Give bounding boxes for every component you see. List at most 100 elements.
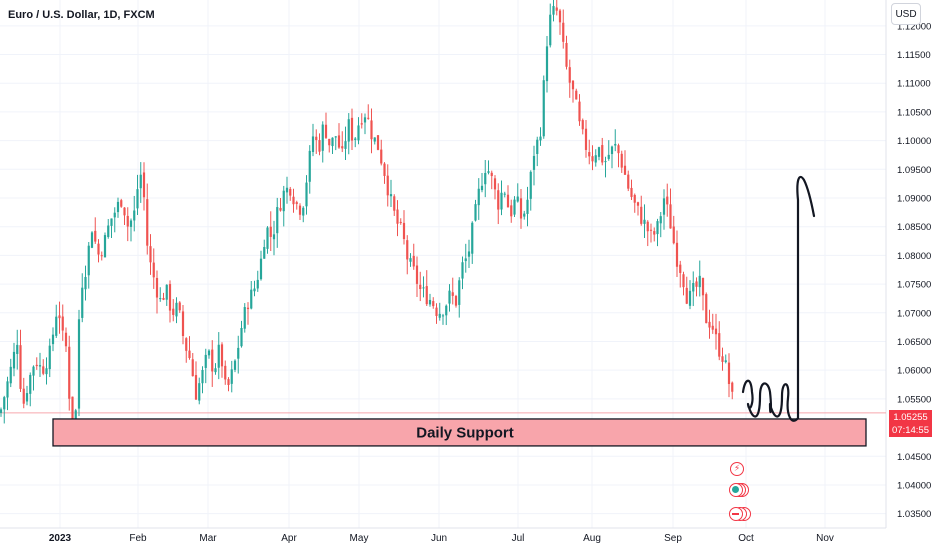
candle-body <box>217 344 220 368</box>
candle-body <box>672 226 675 244</box>
candle-body <box>383 163 386 176</box>
candle-body <box>419 284 422 290</box>
candle-body <box>591 156 594 162</box>
time-axis[interactable]: 2023 Feb Mar Apr May Jun Jul Aug Sep Oct Nov <box>49 533 834 544</box>
candle-body <box>201 369 204 384</box>
candle-body <box>240 327 243 347</box>
candle-body <box>367 117 370 119</box>
daily-support-zone[interactable]: Daily Support <box>52 418 867 447</box>
candle-body <box>471 222 474 254</box>
dividend-event-icon[interactable] <box>729 507 751 523</box>
candle-body <box>711 325 714 330</box>
candle-body <box>636 202 640 206</box>
candle-body <box>272 234 276 240</box>
candle-body <box>643 219 646 224</box>
candle-body <box>653 231 656 235</box>
candle-body <box>6 381 9 398</box>
candle-body <box>445 305 448 316</box>
candle-body <box>565 42 568 67</box>
candle-body <box>604 161 607 163</box>
earnings-event-icon[interactable] <box>729 483 749 499</box>
price-tick-label: 1.11000 <box>897 79 931 90</box>
projected-path-drawing[interactable] <box>741 175 816 422</box>
candle-body <box>545 46 549 82</box>
candle-body <box>422 287 425 289</box>
candle-body <box>16 344 19 354</box>
flash-event-icon[interactable]: ⚡ <box>730 462 744 476</box>
candle-body <box>415 265 419 284</box>
candle-body <box>12 351 16 369</box>
price-tick-label: 1.06500 <box>897 337 931 348</box>
price-tick-label: 1.10500 <box>897 107 931 118</box>
candle-body <box>246 307 250 310</box>
candle-body <box>328 138 331 146</box>
candle-body <box>389 194 393 197</box>
candle-body <box>714 328 718 335</box>
candle-body <box>29 374 32 394</box>
candle-body <box>90 232 94 248</box>
candle-body <box>688 290 692 306</box>
candle-body <box>282 190 285 212</box>
candle-body <box>292 196 295 205</box>
candle-body <box>22 388 25 404</box>
candle-body <box>597 147 601 157</box>
candle-body <box>133 210 136 221</box>
candle-body <box>120 200 123 207</box>
candle-body <box>116 201 120 213</box>
candle-body <box>276 207 279 234</box>
candle-body <box>376 135 380 150</box>
candle-body <box>263 247 266 259</box>
candle-body <box>380 149 383 164</box>
candle-body <box>38 365 42 367</box>
candle-body <box>695 281 698 287</box>
candle-body <box>298 205 302 215</box>
candle-body <box>393 196 396 211</box>
candle-body <box>136 189 139 209</box>
price-axis[interactable]: 1.12000 1.11500 1.11000 1.10500 1.10000 1.095… <box>897 21 931 520</box>
candle-body <box>724 360 727 363</box>
candle-body <box>100 255 103 257</box>
price-tick-label: 1.10000 <box>897 136 931 147</box>
candle-body <box>506 194 510 208</box>
candle-body <box>308 150 311 182</box>
candle-body <box>682 274 685 288</box>
candle-body <box>536 139 539 154</box>
price-tick-label: 1.04000 <box>897 480 931 491</box>
candle-body <box>516 196 519 202</box>
candle-body <box>152 262 155 278</box>
candle-body <box>662 198 666 215</box>
candle-body <box>68 346 71 399</box>
price-tick-label: 1.05500 <box>897 394 931 405</box>
currency-button[interactable]: USD <box>891 3 921 25</box>
candle-body <box>61 316 64 331</box>
candle-body <box>295 202 298 204</box>
candle-body <box>224 365 227 380</box>
candle-body <box>555 7 558 11</box>
price-tick-label: 1.04500 <box>897 452 931 463</box>
candle-body <box>237 347 240 359</box>
candle-body <box>698 275 701 288</box>
time-tick-label: Feb <box>129 533 147 544</box>
candle-body <box>497 190 500 210</box>
candle-body <box>139 174 142 189</box>
candle-body <box>461 262 464 279</box>
candle-body <box>432 301 435 307</box>
bar-countdown: 07:14:55 <box>892 425 929 436</box>
candle-body <box>204 354 207 368</box>
candle-body <box>571 80 575 90</box>
symbol-title[interactable]: Euro / U.S. Dollar, 1D, FXCM <box>8 9 155 21</box>
candle-body <box>48 345 51 370</box>
candle-body <box>552 6 555 15</box>
candle-body <box>425 286 428 305</box>
candle-body <box>474 204 477 221</box>
candle-body <box>659 216 662 224</box>
candle-body <box>601 145 604 163</box>
candle-body <box>617 145 620 154</box>
candle-body <box>175 302 178 317</box>
support-zone-rect[interactable] <box>52 418 867 447</box>
candle-body <box>513 199 516 215</box>
candle-body <box>646 221 649 232</box>
candle-body <box>477 188 480 206</box>
